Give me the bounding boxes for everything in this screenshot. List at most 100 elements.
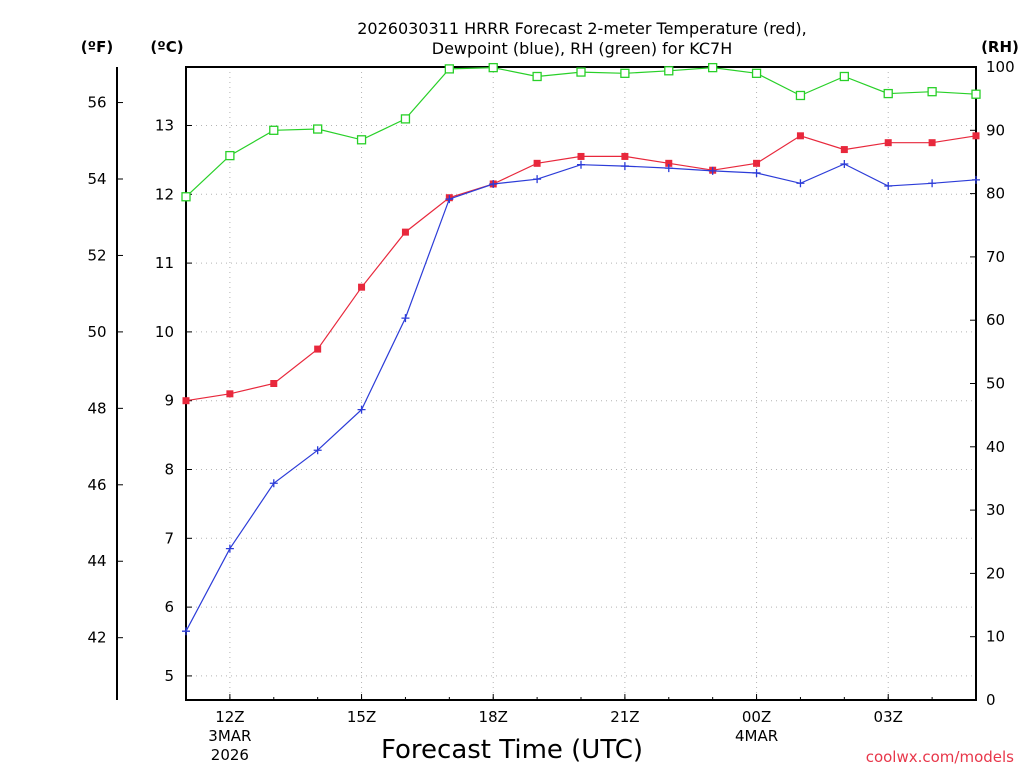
dewpoint-point	[928, 179, 937, 188]
rh-tick-label: 40	[986, 438, 1005, 456]
time-tick-label: 00Z	[742, 708, 771, 726]
dewpoint-line	[185, 163, 977, 632]
rh-tick-label: 90	[986, 121, 1005, 139]
dewpoint-point	[225, 544, 234, 553]
celsius-tick-label: 12	[155, 185, 174, 203]
rh-tick-label: 100	[986, 58, 1015, 76]
temperature-point	[270, 380, 278, 387]
fahrenheit-tick-label: 50	[87, 323, 106, 341]
rh-point	[883, 88, 893, 99]
time-tick-year: 2026	[211, 746, 249, 764]
series-dewpoint	[182, 160, 980, 636]
celsius-tick-label: 11	[155, 254, 174, 272]
temperature-point	[840, 146, 848, 154]
dewpoint-point	[884, 182, 893, 191]
temperature-point	[314, 345, 322, 353]
temperature-point	[796, 132, 804, 140]
dewpoint-point	[357, 405, 366, 414]
celsius-axis-header: (ºC)	[150, 38, 183, 56]
celsius-tick-label: 10	[155, 323, 174, 341]
credit-text: coolwx.com/models	[866, 748, 1014, 766]
temperature-point	[753, 159, 761, 167]
rh-point	[620, 68, 630, 78]
celsius-tick-label: 5	[164, 667, 174, 685]
fahrenheit-tick-label: 42	[87, 629, 106, 647]
temperature-point	[182, 397, 190, 405]
celsius-tick-label: 13	[155, 116, 174, 134]
rh-point	[751, 68, 762, 78]
temperature-point	[226, 390, 234, 398]
fahrenheit-tick-label: 54	[87, 170, 106, 188]
rh-point	[532, 71, 542, 82]
rh-line	[185, 66, 977, 198]
dewpoint-point	[972, 175, 980, 184]
rh-tick-label: 0	[986, 691, 996, 709]
temperature-point	[884, 139, 892, 147]
fahrenheit-tick-label: 56	[87, 94, 106, 112]
temperature-point	[972, 132, 980, 140]
rh-point	[313, 124, 323, 134]
dewpoint-point	[664, 164, 673, 173]
dewpoint-point	[752, 168, 761, 177]
dewpoint-point	[401, 314, 410, 323]
rh-point	[664, 66, 674, 76]
temperature-point	[665, 159, 673, 167]
rh-point	[444, 64, 454, 74]
chart-title-line-1: 2026030311 HRRR Forecast 2-meter Tempera…	[357, 19, 807, 38]
dewpoint-point	[577, 160, 585, 169]
celsius-tick-label: 9	[164, 392, 174, 410]
rh-tick-label: 60	[986, 311, 1005, 329]
rh-tick-label: 70	[986, 248, 1005, 266]
rh-point	[927, 87, 937, 97]
dewpoint-point	[840, 160, 849, 169]
rh-point	[488, 62, 498, 73]
axis-ticks: 5678910111213424446485052545601020304050…	[87, 58, 1014, 764]
rh-tick-label: 30	[986, 501, 1005, 519]
dewpoint-point	[269, 479, 278, 488]
rh-point	[269, 125, 279, 135]
time-tick-label: 21Z	[610, 708, 639, 726]
rh-point	[356, 135, 367, 145]
time-tick-label: 15Z	[347, 708, 376, 726]
time-tick-date: 4MAR	[735, 727, 778, 745]
rh-tick-label: 20	[986, 564, 1005, 582]
rh-point	[576, 67, 586, 77]
dewpoint-point	[182, 627, 190, 636]
fahrenheit-tick-label: 44	[87, 552, 106, 570]
dewpoint-point	[489, 179, 498, 188]
fahrenheit-tick-label: 46	[87, 476, 106, 494]
temperature-point	[577, 152, 585, 160]
celsius-tick-label: 7	[164, 529, 174, 547]
rh-axis-header: (RH)	[981, 38, 1019, 56]
time-tick-label: 12Z	[215, 708, 244, 726]
fahrenheit-tick-label: 48	[87, 399, 106, 417]
rh-point	[971, 89, 981, 99]
celsius-tick-label: 6	[164, 598, 174, 616]
data-series	[181, 62, 981, 636]
fahrenheit-axis-header: (ºF)	[81, 38, 113, 56]
dewpoint-point	[313, 446, 322, 455]
rh-point	[400, 114, 411, 124]
dewpoint-point	[708, 166, 717, 175]
rh-point	[708, 62, 718, 73]
fahrenheit-tick-label: 52	[87, 246, 106, 264]
rh-tick-label: 80	[986, 185, 1005, 203]
temperature-point	[358, 283, 366, 291]
time-tick-date: 3MAR	[208, 727, 251, 745]
rh-point	[225, 150, 235, 161]
x-axis-title: Forecast Time (UTC)	[381, 735, 643, 765]
temperature-point	[401, 228, 409, 236]
series-rh	[181, 62, 981, 202]
temperature-line	[185, 135, 977, 402]
series-temperature	[182, 132, 980, 405]
time-tick-label: 18Z	[479, 708, 508, 726]
rh-tick-label: 10	[986, 628, 1005, 646]
rh-point	[839, 71, 849, 82]
celsius-tick-label: 8	[164, 461, 174, 479]
temperature-point	[533, 159, 541, 167]
temperature-point	[621, 152, 629, 160]
dewpoint-point	[533, 175, 542, 184]
rh-point	[795, 90, 806, 101]
rh-tick-label: 50	[986, 375, 1005, 393]
